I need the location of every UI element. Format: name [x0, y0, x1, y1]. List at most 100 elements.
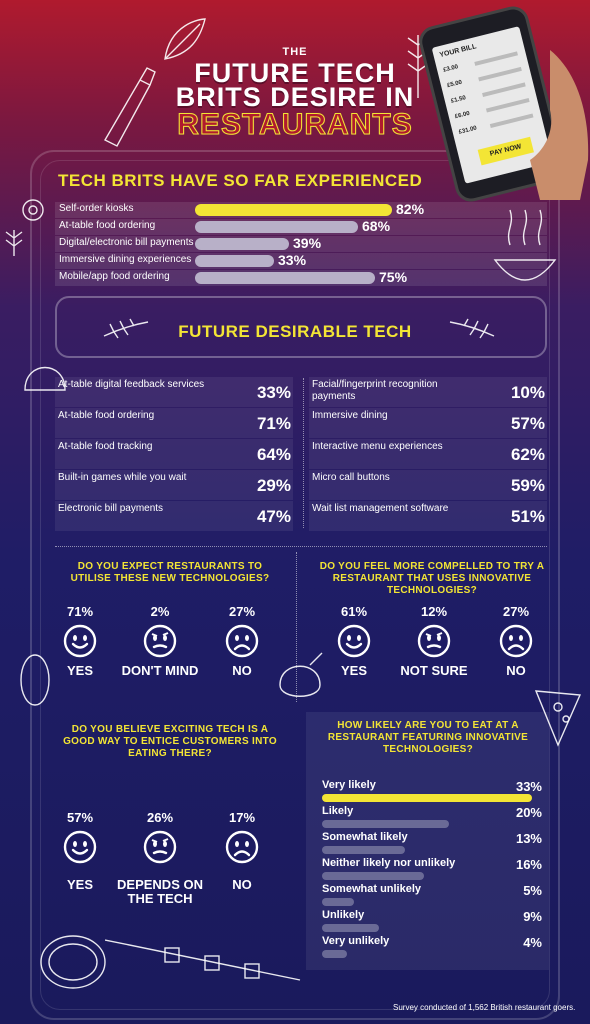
- likely-value-label: 9%: [523, 909, 542, 924]
- pepper-icon: [22, 199, 44, 221]
- likely-bar: [322, 950, 347, 958]
- leaf-icon: [164, 18, 206, 60]
- bar-mark: [195, 221, 358, 233]
- neutral-face-icon: [143, 624, 177, 658]
- bar-label: Self-order kiosks: [59, 203, 134, 214]
- bar-row: Mobile/app food ordering 75%: [55, 269, 547, 286]
- survey-question: DO YOU FEEL MORE COMPELLED TO TRY A REST…: [319, 561, 545, 596]
- bar-label: Immersive dining experiences: [59, 254, 192, 265]
- bowl-icon: [493, 209, 557, 281]
- future-tech-label: Micro call buttons: [312, 472, 390, 483]
- hand-illustration: [530, 50, 589, 200]
- survey-question: DO YOU BELIEVE EXCITING TECH IS A GOOD W…: [63, 724, 277, 759]
- answer-percent: 27%: [502, 604, 530, 619]
- future-tech-label: Interactive menu experiences: [312, 441, 443, 452]
- answer-percent: 61%: [340, 604, 368, 619]
- bar-label: At-table food ordering: [59, 220, 156, 231]
- future-tech-tile: Immersive dining 57%: [309, 408, 547, 438]
- answer-percent: 12%: [420, 604, 448, 619]
- experienced-heading: TECH BRITS HAVE SO FAR EXPERIENCED: [58, 171, 423, 190]
- future-tech-label: Built-in games while you wait: [58, 472, 187, 483]
- bar-label: Mobile/app food ordering: [59, 271, 170, 282]
- answer-label: DON'T MIND: [121, 663, 199, 678]
- future-tech-tile: Built-in games while you wait 29%: [55, 470, 293, 500]
- future-tech-percent: 47%: [256, 507, 291, 526]
- title-line-3: RESTAURANTS: [177, 108, 413, 142]
- answer-percent: 26%: [146, 810, 174, 825]
- bar-row: Self-order kiosks 82%: [55, 201, 547, 218]
- answer-percent: 57%: [66, 810, 94, 825]
- likely-label: Very likely: [322, 779, 376, 791]
- likely-bar: [322, 872, 424, 880]
- happy-face-icon: [63, 624, 97, 658]
- bar-mark: [195, 272, 375, 284]
- future-tech-percent: 59%: [510, 476, 545, 495]
- bill-item: £1.50: [450, 95, 467, 105]
- likely-question: HOW LIKELY ARE YOU TO EAT AT A RESTAURAN…: [327, 720, 529, 755]
- bar-mark: [195, 255, 274, 267]
- laurel-right-icon: [449, 318, 495, 339]
- likely-label: Likely: [322, 805, 354, 817]
- future-tech-tile: Facial/fingerprint recognition payments 1…: [309, 377, 547, 407]
- bill-item: £3.00: [442, 64, 459, 74]
- likely-value-label: 16%: [515, 857, 542, 872]
- future-tech-label: At-table digital feedback services: [58, 379, 205, 390]
- likely-bar: [322, 846, 405, 854]
- likely-value-label: 13%: [515, 831, 542, 846]
- future-tech-label: Facial/fingerprint recognition payments: [312, 379, 438, 402]
- plate-icon: [20, 654, 50, 706]
- likely-label: Somewhat unlikely: [322, 883, 422, 895]
- answer-percent: 71%: [66, 604, 94, 619]
- bar-row: Digital/electronic bill payments 39%: [55, 235, 547, 252]
- future-tech-tile: At-table food ordering 71%: [55, 408, 293, 438]
- answer-label: NO: [506, 663, 526, 678]
- column-divider: [303, 378, 304, 528]
- title-line-1: FUTURE TECH: [194, 58, 396, 88]
- sad-face-icon: [499, 624, 533, 658]
- future-tech-label: Immersive dining: [312, 410, 388, 421]
- survey-question: DO YOU EXPECT RESTAURANTS TO UTILISE THE…: [70, 561, 270, 584]
- future-tech-percent: 33%: [256, 383, 291, 402]
- bill-item: £6.00: [454, 110, 471, 121]
- answer-percent: 17%: [228, 810, 256, 825]
- pizza-icon: [534, 690, 582, 747]
- likely-label: Somewhat likely: [322, 831, 408, 843]
- bread-icon: [24, 366, 66, 391]
- future-tech-tile: Wait list management software 51%: [309, 501, 547, 531]
- answer-label: YES: [340, 663, 367, 678]
- herb-icon: [5, 230, 23, 256]
- bar-value-label: 82%: [396, 201, 425, 217]
- answer-label: YES: [66, 877, 93, 892]
- likely-value-label: 5%: [523, 883, 542, 898]
- bill-item: £31.00: [458, 125, 478, 136]
- laurel-left-icon: [103, 318, 149, 339]
- neutral-face-icon: [417, 624, 451, 658]
- likely-label: Very unlikely: [322, 935, 390, 947]
- future-tech-percent: 51%: [510, 507, 545, 526]
- bar-row: At-table food ordering 68%: [55, 218, 547, 235]
- future-tech-percent: 71%: [256, 414, 291, 433]
- future-tech-tile: At-table digital feedback services 33%: [55, 377, 293, 407]
- answer-label: NO: [232, 663, 252, 678]
- future-tech-percent: 10%: [510, 383, 545, 402]
- skewer-icon: [105, 939, 301, 981]
- roast-chicken-icon: [279, 652, 323, 697]
- future-tech-label: Electronic bill payments: [58, 503, 164, 514]
- bar-value-label: 33%: [278, 252, 307, 268]
- future-tech-percent: 57%: [510, 414, 545, 433]
- answer-percent: 2%: [150, 604, 170, 619]
- future-tech-label: At-table food ordering: [58, 410, 155, 421]
- column-divider: [296, 552, 297, 702]
- answer-label: YES: [66, 663, 93, 678]
- likely-bar: [322, 794, 532, 802]
- answer-percent: 27%: [228, 604, 256, 619]
- future-tech-tile: Interactive menu experiences 62%: [309, 439, 547, 469]
- bar-value-label: 39%: [293, 235, 322, 251]
- likely-bar: [322, 898, 354, 906]
- likely-bar: [322, 820, 449, 828]
- future-tech-tile: At-table food tracking 64%: [55, 439, 293, 469]
- pie-icon: [40, 935, 106, 989]
- future-tech-tile: Electronic bill payments 47%: [55, 501, 293, 531]
- neutral-face-icon: [143, 830, 177, 864]
- bar-mark: [195, 238, 289, 250]
